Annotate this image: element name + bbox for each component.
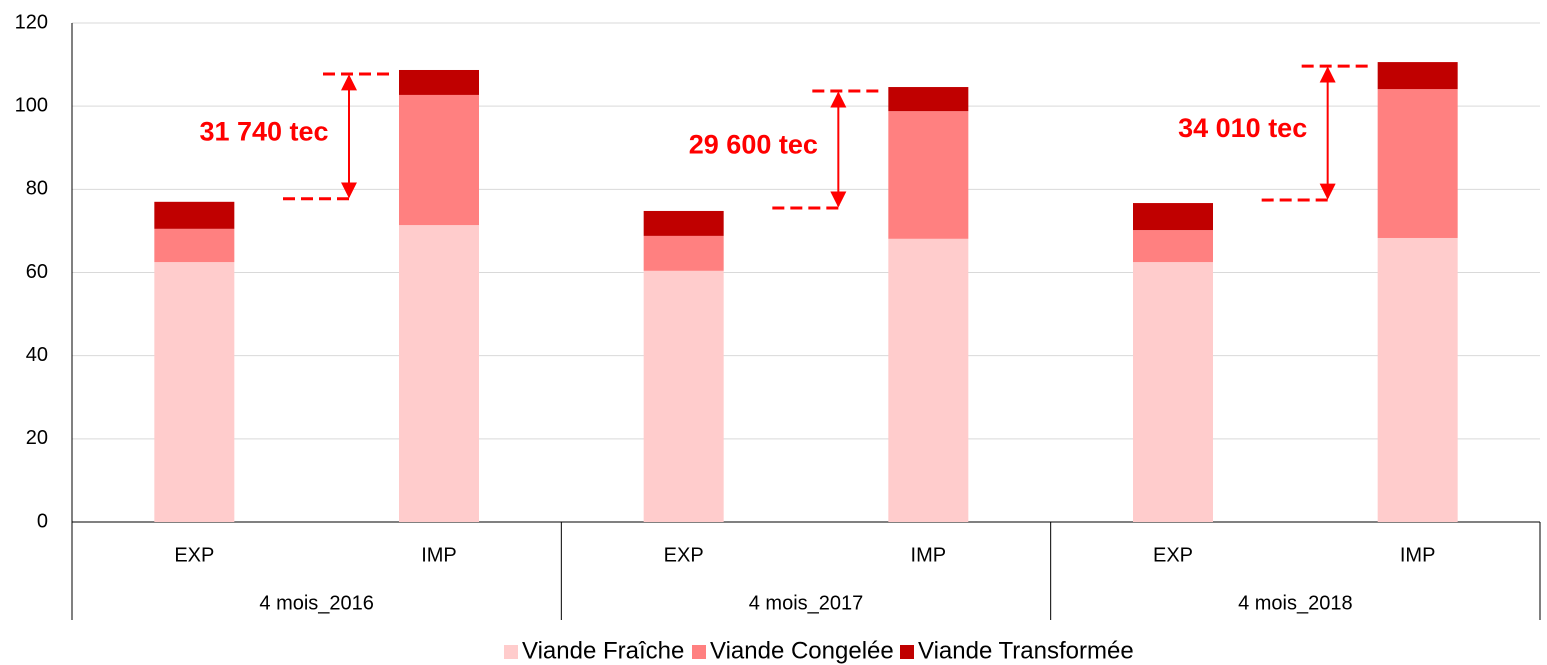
y-tick-label: 60 — [26, 261, 48, 283]
legend-label: Viande Congelée — [710, 637, 894, 664]
bar-segment — [643, 210, 724, 236]
bar-segment — [154, 228, 235, 263]
x-tick-label: IMP — [421, 544, 457, 566]
bar-segment — [399, 225, 479, 522]
x-tick-label: EXP — [1153, 544, 1193, 566]
bar-segment — [1377, 89, 1458, 238]
bar-segment — [643, 235, 724, 271]
group-label: 4 mois_2017 — [749, 592, 864, 614]
y-tick-label: 40 — [26, 344, 48, 366]
group-label: 4 mois_2016 — [259, 592, 374, 614]
bar-segment — [399, 69, 479, 95]
legend-label: Viande Fraîche — [522, 637, 684, 664]
bar-segment — [1133, 203, 1213, 231]
bar-segment — [154, 262, 235, 522]
bar-segment — [1377, 237, 1458, 522]
legend-swatch — [900, 645, 914, 659]
x-tick-label: EXP — [664, 544, 704, 566]
bar-segment — [399, 94, 479, 226]
bar-segment — [1133, 262, 1213, 522]
y-tick-label: 20 — [26, 427, 48, 449]
y-tick-label: 80 — [26, 178, 48, 200]
legend-swatch — [692, 645, 706, 659]
bar-segment — [154, 201, 235, 229]
x-tick-label: IMP — [1400, 544, 1436, 566]
y-tick-label: 100 — [15, 94, 48, 116]
y-tick-label: 0 — [37, 510, 48, 532]
legend-label: Viande Transformée — [918, 637, 1134, 664]
bar-segment — [1133, 230, 1213, 263]
bar-segment — [888, 87, 969, 112]
annotation: 31 740 tec — [199, 117, 328, 147]
bar-segment — [888, 111, 969, 239]
group-label: 4 mois_2018 — [1238, 592, 1353, 614]
x-tick-label: EXP — [174, 544, 214, 566]
annotation: 29 600 tec — [689, 130, 818, 160]
bar-segment — [1377, 62, 1458, 90]
x-tick-label: IMP — [911, 544, 947, 566]
bar-segment — [888, 238, 969, 522]
legend-swatch — [504, 645, 518, 659]
y-tick-label: 120 — [15, 11, 48, 33]
annotation: 34 010 tec — [1178, 113, 1307, 143]
bar-segment — [643, 270, 724, 522]
